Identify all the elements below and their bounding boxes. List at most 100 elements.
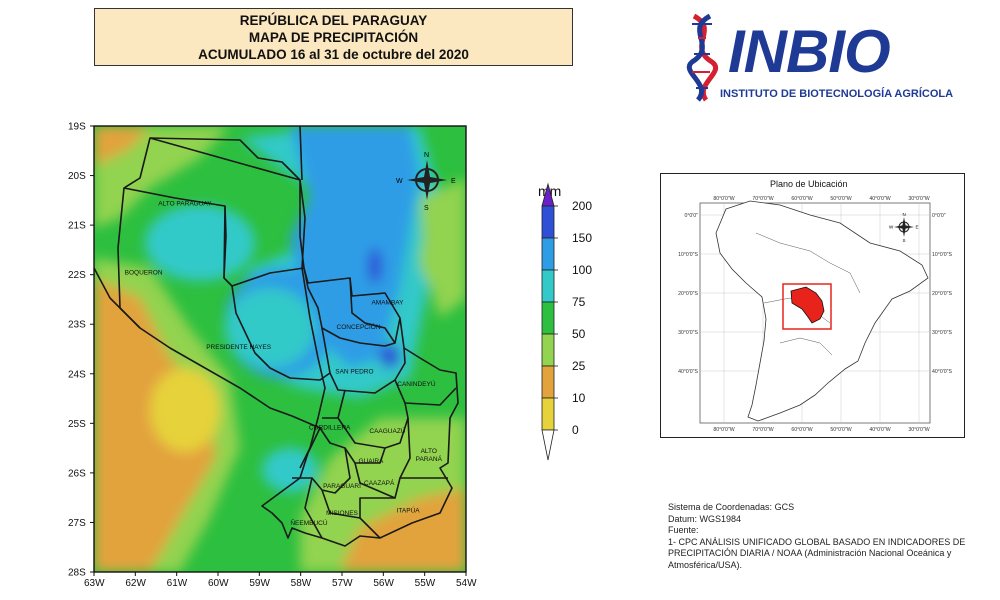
inset-arrow-n: N — [903, 212, 906, 217]
lon-label: 63W — [84, 578, 105, 589]
legend-tick-label: 200 — [572, 199, 592, 213]
caaguazu-line — [337, 402, 409, 449]
inset-lat-label-left: 10°0'0"S — [678, 252, 698, 258]
department-label: GUAIRÁ — [358, 456, 384, 465]
concepcion-outline — [303, 267, 401, 347]
department-label: ÑEEMBUCÚ — [290, 518, 328, 527]
lat-label: 26S — [68, 468, 86, 479]
map-frame — [93, 125, 467, 573]
inset-latitude-labels: 0°0'0" 0°0'0" 10°0'0"S 10°0'0"S 20°0'0"S 20°0… — [678, 213, 952, 375]
inset-arrow-s: S — [903, 238, 906, 243]
inset-arrow-e: E — [916, 225, 919, 230]
department-label: CAAGUAZÚ — [369, 426, 405, 435]
inset-lon-label-top: 50°0'0"W — [830, 196, 851, 202]
department-label: ALTO — [421, 448, 437, 455]
department-label: MISIONES — [326, 510, 358, 517]
caazapa-line — [354, 462, 401, 499]
legend-tick-label: 75 — [572, 295, 586, 309]
legend-tick-label: 100 — [572, 263, 592, 277]
department-label: ITAPÚA — [397, 506, 421, 515]
notes-datum: Datum: WGS1984 — [668, 513, 742, 524]
department-label: SAN PEDRO — [335, 368, 373, 375]
canindeyu-outline — [394, 379, 457, 406]
lat-label: 27S — [68, 518, 86, 529]
title-line-1: REPÚBLICA DEL PARAGUAY — [239, 13, 428, 28]
department-borders — [93, 125, 459, 547]
inset-lat-label-left: 20°0'0"S — [678, 291, 698, 297]
brazil-border-east — [299, 125, 303, 181]
department-label: AMAMBAY — [371, 299, 404, 306]
paraguay-river — [299, 179, 326, 469]
department-label: CONCEPCIÓN — [337, 322, 381, 331]
legend-tick-label: 50 — [572, 327, 586, 341]
lon-label: 57W — [332, 578, 353, 589]
department-label: ALTO PARAGUAY — [158, 200, 212, 207]
inset-lat-label-left: 0°0'0" — [684, 213, 698, 219]
lon-label: 54W — [456, 578, 477, 589]
inset-lon-label-bottom: 60°0'0"W — [791, 427, 812, 433]
logo-wordmark: INBIO — [728, 18, 891, 85]
lon-label: 59W — [249, 578, 270, 589]
north-arrow-n: N — [424, 152, 429, 159]
title-box: REPÚBLICA DEL PARAGUAY MAPA DE PRECIPITA… — [94, 8, 573, 66]
inset-lon-label-bottom: 70°0'0"W — [752, 427, 773, 433]
inset-lat-label-right: 10°0'0"S — [932, 252, 952, 258]
guaira-line — [344, 447, 386, 464]
department-label: PARAGUARÍ — [323, 481, 361, 490]
title-line-2: MAPA DE PRECIPITACIÓN — [248, 30, 419, 45]
amambay-line — [349, 277, 396, 344]
inset-longitude-labels: 80°0'0"W 80°0'0"W 70°0'0"W 70°0'0"W 60°0'0"W… — [713, 196, 929, 433]
legend-color-bar — [541, 182, 558, 461]
logo-subtitle: INSTITUTO DE BIOTECNOLOGÍA AGRÍCOLA — [720, 88, 954, 100]
paraguay-locator-box — [782, 283, 832, 330]
lon-label: 62W — [125, 578, 146, 589]
inset-lon-label-top: 30°0'0"W — [908, 196, 929, 202]
inset-lon-label-bottom: 40°0'0"W — [869, 427, 890, 433]
itapua-line — [359, 517, 381, 539]
paraguay-highlight — [790, 286, 825, 324]
inset-lon-label-bottom: 50°0'0"W — [830, 427, 851, 433]
neembucu-line — [292, 477, 323, 539]
dna-helix-icon — [687, 13, 718, 102]
presidente-hayes-line — [231, 285, 331, 381]
legend-segment — [541, 365, 555, 399]
lat-label: 25S — [68, 419, 86, 430]
department-label: PRESIDENTE HAYES — [206, 344, 272, 351]
department-label: CANINDEYÚ — [397, 379, 436, 388]
lon-label: 61W — [167, 578, 188, 589]
inset-title: Plano de Ubicación — [770, 179, 848, 189]
north-arrow-icon: N S W E — [396, 152, 456, 212]
precipitation-map: 19S 20S 21S 22S 23S 24S 25S 26S 27S 28S 63W 62W 61W… — [68, 122, 477, 590]
department-label: CORDILLERA — [309, 424, 351, 431]
lat-label: 19S — [68, 122, 86, 133]
lat-label: 22S — [68, 270, 86, 281]
inset-lat-label-left: 30°0'0"S — [678, 330, 698, 336]
notes-source-heading: Fuente: — [668, 525, 699, 535]
precipitation-field — [94, 126, 466, 572]
inset-lon-label-top: 70°0'0"W — [752, 196, 773, 202]
inset-lon-label-top: 60°0'0"W — [791, 196, 812, 202]
lat-label: 23S — [68, 320, 86, 331]
north-arrow-w: W — [396, 178, 403, 185]
lat-label: 28S — [68, 568, 86, 579]
north-arrow-s: S — [424, 205, 429, 212]
legend-tick-label: 150 — [572, 231, 592, 245]
location-inset-map: Plano de Ubicación 80°0'0"W 80°0'0"W 70°0'… — [660, 173, 965, 438]
argentina-border-west — [93, 267, 141, 329]
inset-lat-label-left: 40°0'0"S — [678, 369, 698, 375]
inset-lon-label-bottom: 30°0'0"W — [908, 427, 929, 433]
legend-segment — [541, 333, 555, 367]
legend-tick-label: 0 — [572, 423, 579, 437]
lon-label: 58W — [291, 578, 312, 589]
notes-source-text: 1- CPC ANÁLISIS UNIFICADO GLOBAL BASADO … — [668, 536, 966, 570]
legend-tick-label: 25 — [572, 359, 586, 373]
boqueron-east — [223, 205, 226, 279]
longitude-labels: 63W 62W 61W 60W 59W 58W 57W 56W 55W 54W — [84, 578, 477, 589]
chaco-east-line — [149, 137, 301, 181]
title-line-3: ACUMULADO 16 al 31 de octubre del 2020 — [198, 47, 469, 62]
department-label: CAAZAPÁ — [364, 478, 395, 487]
alto-parana-line — [399, 417, 448, 479]
